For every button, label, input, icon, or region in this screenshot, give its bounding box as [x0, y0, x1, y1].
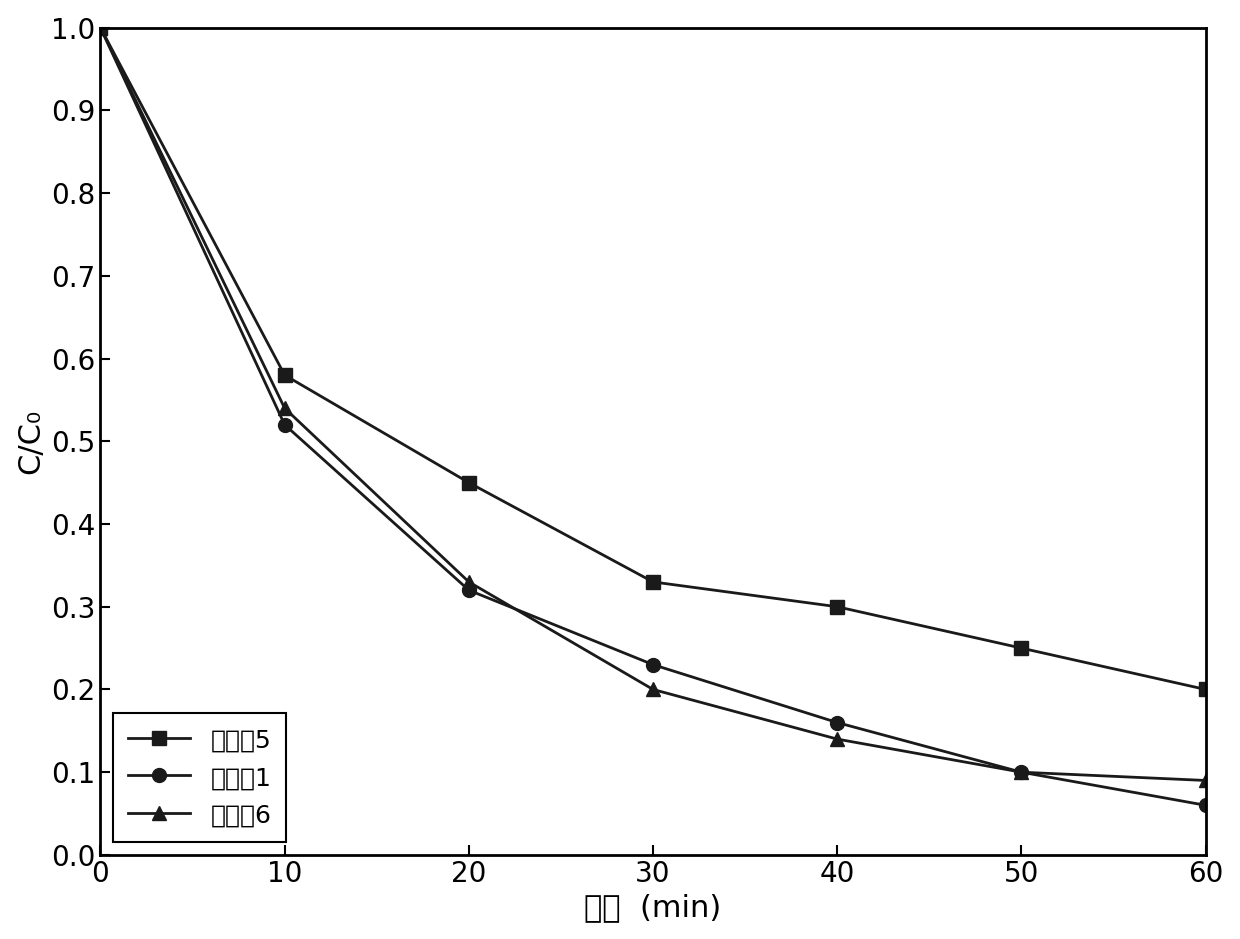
实施例6 [1198, 775, 1213, 786]
实施例5 [1014, 642, 1029, 654]
Line: 实施例1: 实施例1 [93, 21, 1213, 812]
实施例1 [461, 585, 476, 596]
实施例5 [830, 601, 844, 612]
X-axis label: 时间  (min): 时间 (min) [584, 893, 722, 922]
实施例5 [461, 477, 476, 488]
实施例6 [646, 684, 661, 695]
实施例6 [278, 403, 293, 414]
实施例1 [93, 22, 108, 33]
实施例1 [1014, 766, 1029, 777]
实施例1 [830, 716, 844, 728]
实施例5 [93, 22, 108, 33]
实施例5 [646, 577, 661, 588]
实施例1 [646, 659, 661, 670]
Y-axis label: C/C₀: C/C₀ [16, 408, 46, 474]
实施例6 [830, 733, 844, 745]
实施例5 [1198, 684, 1213, 695]
实施例1 [278, 419, 293, 430]
Line: 实施例6: 实施例6 [93, 21, 1213, 788]
实施例5 [278, 369, 293, 380]
Legend: 实施例5, 实施例1, 实施例6: 实施例5, 实施例1, 实施例6 [113, 713, 286, 842]
实施例6 [93, 22, 108, 33]
实施例1 [1198, 800, 1213, 811]
实施例6 [1014, 766, 1029, 777]
Line: 实施例5: 实施例5 [93, 21, 1213, 697]
实施例6 [461, 577, 476, 588]
